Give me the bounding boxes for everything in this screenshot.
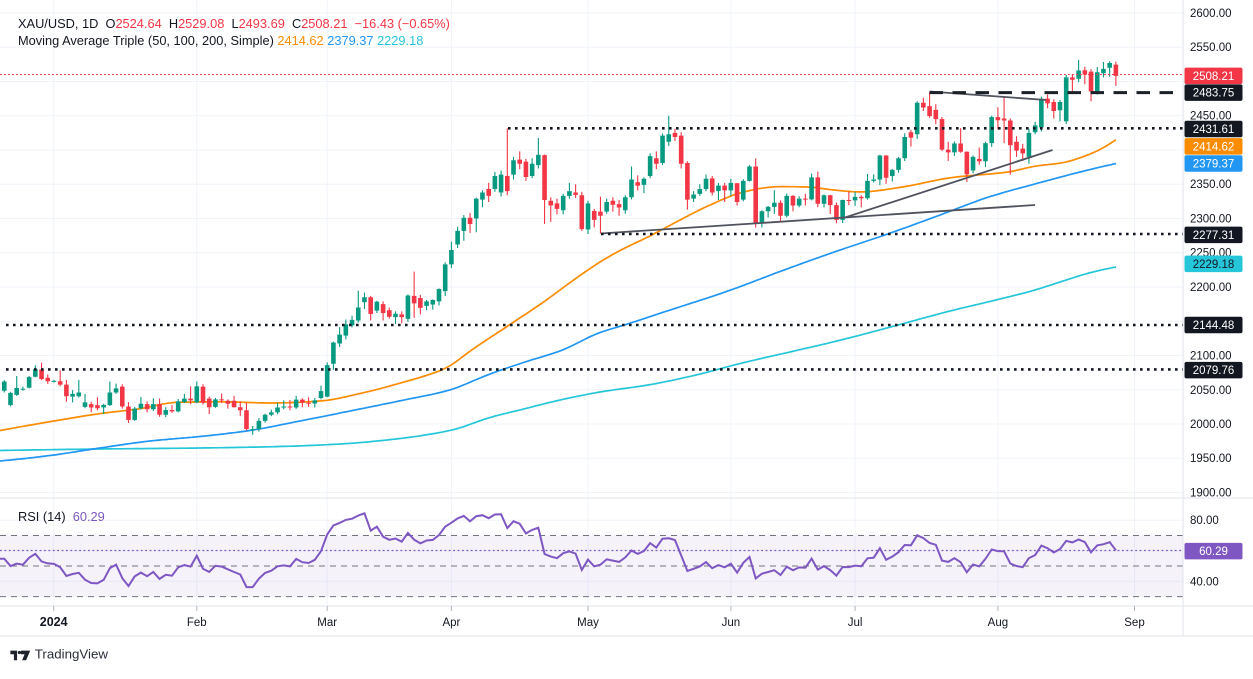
svg-text:2350.00: 2350.00	[1190, 179, 1232, 191]
svg-text:2144.48: 2144.48	[1193, 320, 1235, 332]
svg-text:2600.00: 2600.00	[1190, 8, 1232, 20]
svg-text:60.29: 60.29	[1199, 546, 1228, 558]
svg-text:RSI (14) 60.29: RSI (14) 60.29	[18, 509, 105, 524]
svg-text:2000.00: 2000.00	[1190, 419, 1232, 431]
svg-text:May: May	[577, 617, 599, 629]
svg-text:2450.00: 2450.00	[1190, 111, 1232, 123]
svg-text:2414.62: 2414.62	[1193, 141, 1235, 153]
svg-text:2550.00: 2550.00	[1190, 42, 1232, 54]
svg-text:Mar: Mar	[317, 617, 337, 629]
svg-text:2050.00: 2050.00	[1190, 385, 1232, 397]
svg-text:2483.75: 2483.75	[1193, 88, 1235, 100]
svg-text:Feb: Feb	[187, 617, 207, 629]
svg-text:2024: 2024	[40, 615, 68, 629]
svg-text:80.00: 80.00	[1190, 515, 1219, 527]
svg-text:2100.00: 2100.00	[1190, 351, 1232, 363]
svg-text:2277.31: 2277.31	[1193, 230, 1235, 242]
svg-text:Jun: Jun	[722, 617, 741, 629]
svg-text:Aug: Aug	[988, 617, 1008, 629]
svg-text:2229.18: 2229.18	[1193, 259, 1235, 271]
svg-text:XAU/USD, 1D O2524.64 H2529.0: XAU/USD, 1D O2524.64 H2529.08 L2493.69 C…	[18, 16, 450, 31]
svg-text:TradingView: TradingView	[35, 647, 109, 662]
svg-text:Moving Average Triple (50, 100: Moving Average Triple (50, 100, 200, Sim…	[18, 33, 423, 48]
svg-text:2431.61: 2431.61	[1193, 124, 1235, 136]
svg-text:2508.21: 2508.21	[1193, 71, 1235, 83]
svg-text:1950.00: 1950.00	[1190, 453, 1232, 465]
svg-text:40.00: 40.00	[1190, 576, 1219, 588]
svg-text:Jul: Jul	[848, 617, 863, 629]
svg-text:Apr: Apr	[442, 617, 460, 629]
svg-text:2200.00: 2200.00	[1190, 282, 1232, 294]
svg-text:2079.76: 2079.76	[1193, 365, 1235, 377]
svg-text:2379.37: 2379.37	[1193, 159, 1235, 171]
svg-text:1900.00: 1900.00	[1190, 488, 1232, 500]
svg-text:Sep: Sep	[1124, 617, 1144, 629]
svg-text:2300.00: 2300.00	[1190, 214, 1232, 226]
